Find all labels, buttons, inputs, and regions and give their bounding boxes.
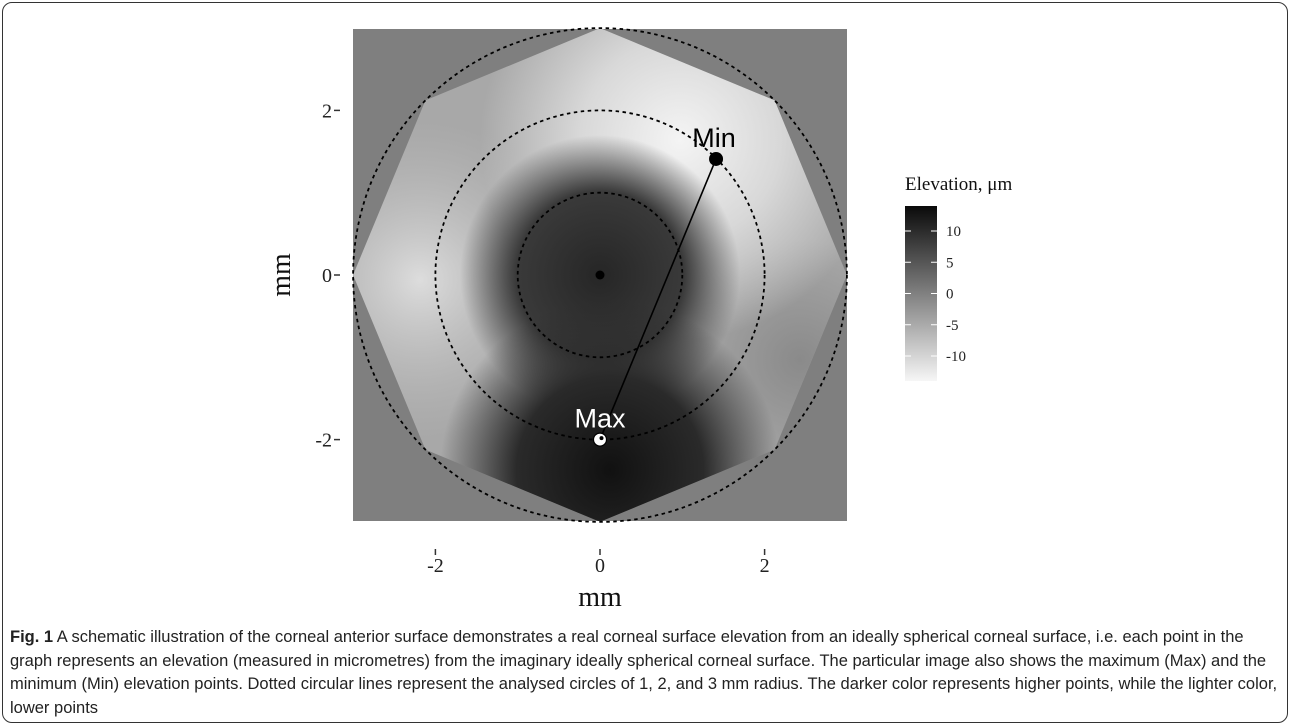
caption-text: A schematic illustration of the corneal …: [10, 628, 1278, 717]
circle-radius-3mm: [352, 27, 848, 523]
x-tick-label: 2: [760, 555, 770, 577]
figure-caption: Fig. 1 A schematic illustration of the c…: [10, 626, 1282, 720]
max-point-marker: [592, 432, 608, 447]
legend-tick-label: 0: [946, 287, 954, 303]
x-axis: -2 0 2: [427, 549, 770, 577]
elevation-points: Min Max: [574, 123, 736, 447]
x-tick-label: -2: [427, 555, 444, 577]
legend-tick-label: -10: [946, 349, 966, 365]
legend-tick-label: -5: [946, 318, 959, 334]
color-legend: Elevation, μm 10 5 0 -5 -10: [905, 174, 1012, 381]
y-tick-label: 2: [322, 100, 332, 122]
min-point-marker: [709, 151, 724, 166]
circle-radius-2mm: [434, 109, 766, 441]
max-point-center: [599, 436, 604, 441]
y-axis-label: mm: [266, 253, 297, 297]
analysis-circles: [352, 27, 848, 523]
legend-ticks: 10 5 0 -5 -10: [905, 224, 966, 365]
circle-radius-1mm: [516, 191, 684, 359]
elevation-map-chart: Min Max 2 0 -2 -2 0 2 mm mm Elevation, μm 10 5…: [266, 27, 1012, 613]
legend-title: Elevation, μm: [905, 174, 1012, 195]
legend-tick-label: 5: [946, 255, 954, 271]
y-tick-label: 0: [322, 265, 332, 287]
y-axis: 2 0 -2: [315, 100, 340, 452]
x-axis-label: mm: [578, 582, 622, 613]
y-tick-label: -2: [315, 430, 332, 452]
legend-tick-label: 10: [946, 224, 961, 240]
min-point-label: Min: [692, 123, 736, 153]
max-point-label: Max: [574, 404, 626, 434]
center-point-marker: [595, 270, 605, 280]
x-tick-label: 0: [595, 555, 605, 577]
caption-label: Fig. 1: [10, 628, 54, 646]
max-min-connector-line: [599, 158, 717, 440]
